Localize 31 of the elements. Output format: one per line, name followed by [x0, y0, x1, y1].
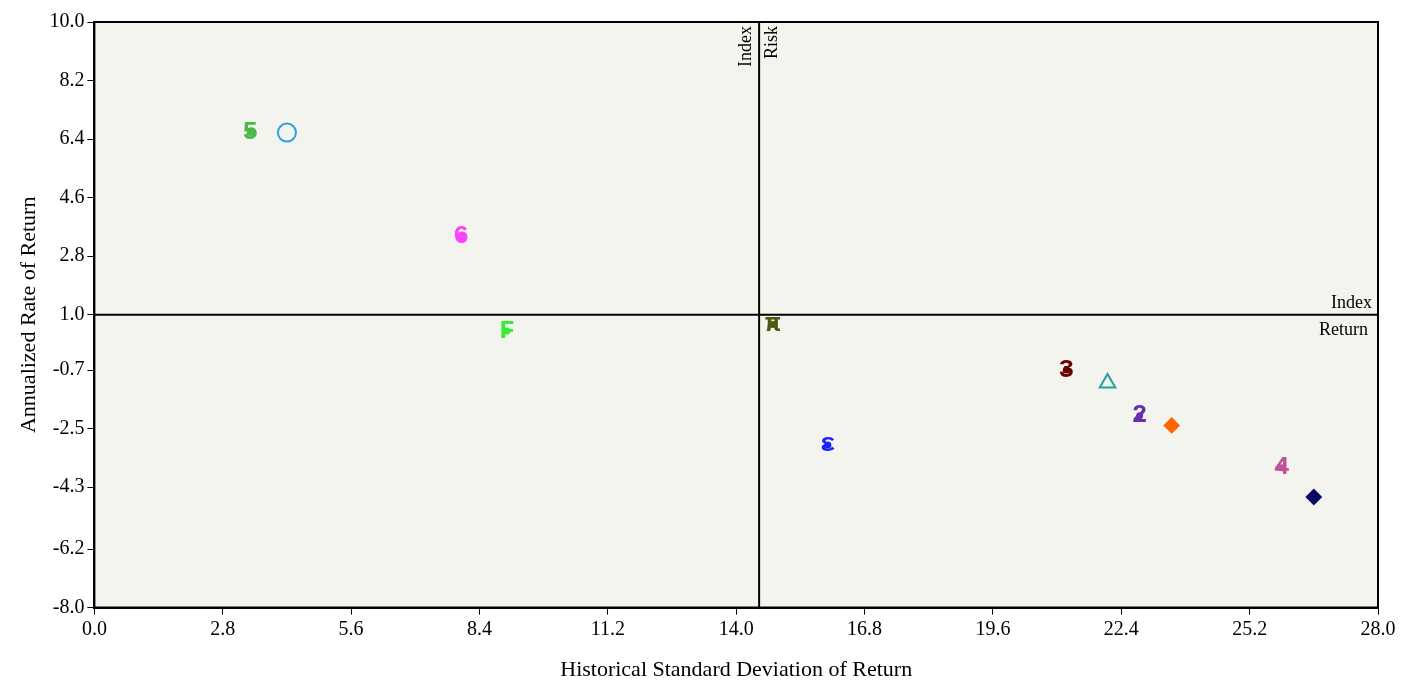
y-tick-label: -6.2 [52, 536, 85, 559]
y-tick-label: -0.7 [52, 357, 85, 380]
y-tick-label: -8.0 [52, 594, 85, 617]
x-tick-label: 25.2 [1232, 616, 1268, 639]
y-tick-label: 2.8 [59, 243, 85, 266]
y-axis-title: Annualized Rate of Return [14, 196, 40, 434]
y-tick-label: 8.2 [59, 67, 85, 90]
x-axis-title: Historical Standard Deviation of Return [560, 655, 913, 681]
ref-line-label: Index Return [1319, 291, 1372, 339]
y-tick-label: -2.5 [52, 415, 85, 438]
y-tick-label: 4.6 [59, 184, 85, 207]
point [276, 122, 297, 143]
ref-line-label: Index Risk [734, 26, 781, 67]
x-tick-label: 2.8 [210, 616, 236, 639]
y-tick-label: 10.0 [49, 9, 85, 32]
x-tick-label: 5.6 [338, 616, 364, 639]
x-tick-label: 16.8 [847, 616, 883, 639]
series-label: 6 [453, 221, 469, 252]
y-tick-label: 6.4 [59, 126, 85, 149]
x-tick-label: 19.6 [975, 616, 1011, 639]
point [1163, 417, 1180, 434]
y-tick-label: 1.0 [59, 302, 85, 325]
x-tick-label: 11.2 [590, 616, 625, 639]
x-tick-label: 28.0 [1360, 616, 1396, 639]
x-tick-label: 0.0 [81, 616, 107, 639]
y-tick-label: -4.3 [52, 474, 85, 497]
series-label: 5 [242, 117, 259, 148]
point [1305, 488, 1322, 505]
x-tick-label: 8.4 [466, 616, 492, 639]
x-tick-label: 22.4 [1103, 616, 1139, 639]
x-tick-label: 14.0 [718, 616, 754, 639]
